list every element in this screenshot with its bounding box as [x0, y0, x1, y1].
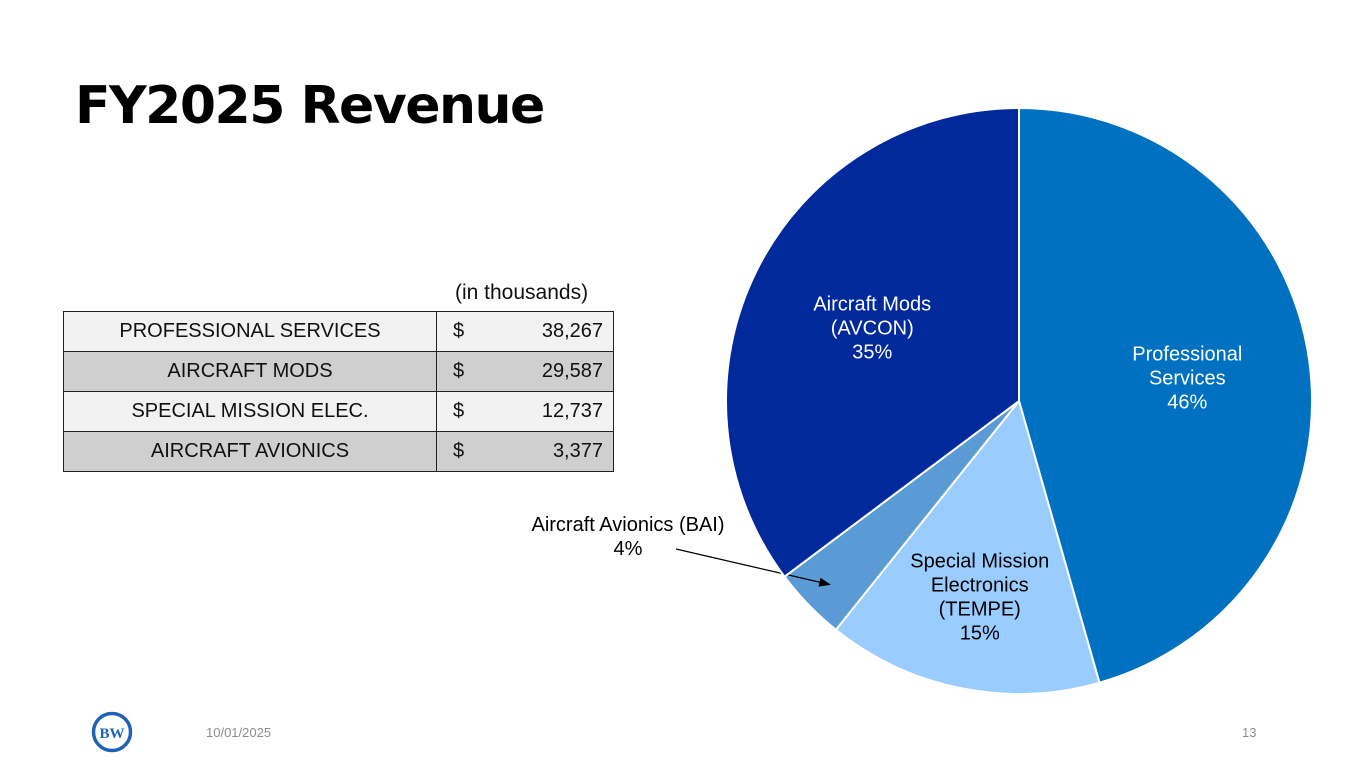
segment-value-cell: $3,377: [436, 431, 614, 472]
units-note: (in thousands): [455, 281, 589, 304]
table-row: SPECIAL MISSION ELEC. $12,737: [63, 391, 614, 432]
segment-name: AIRCRAFT AVIONICS: [63, 431, 437, 472]
table-row: AIRCRAFT AVIONICS $3,377: [63, 431, 614, 472]
callout-arrow: [675, 548, 831, 587]
slice-label-line: 46%: [1167, 391, 1207, 413]
slice-label-line: Special Mission: [910, 550, 1049, 572]
slice-label: Aircraft Avionics (BAI) 4%: [531, 514, 724, 560]
revenue-table: PROFESSIONAL SERVICES $38,267 AIRCRAFT M…: [63, 311, 614, 472]
table-row: PROFESSIONAL SERVICES $38,267: [63, 311, 614, 352]
currency-symbol: $: [453, 360, 465, 382]
segment-value-cell: $29,587: [436, 351, 614, 392]
slice-label-line: (AVCON): [831, 318, 914, 340]
segment-value: 3,377: [552, 440, 603, 462]
pie-slice: [834, 398, 1101, 695]
slice-label: Professional Services 46%: [1132, 343, 1242, 413]
slice-label: Aircraft Mods (AVCON) 35%: [813, 294, 931, 364]
currency-symbol: $: [453, 440, 465, 462]
slide-title: FY2025 Revenue: [75, 76, 545, 136]
slice-label-line: 15%: [960, 622, 1000, 644]
segment-value: 38,267: [541, 320, 603, 342]
page-number: 13: [1242, 725, 1257, 740]
slide-date: 10/01/2025: [206, 725, 272, 740]
pie-slice: [725, 106, 1020, 579]
table-row: AIRCRAFT MODS $29,587: [63, 351, 614, 392]
slice-label-line: Services: [1149, 367, 1226, 389]
slice-label-line: Aircraft Mods: [813, 294, 931, 316]
currency-symbol: $: [453, 400, 465, 422]
segment-value: 29,587: [541, 360, 603, 382]
slice-label-line: Aircraft Avionics (BAI): [531, 514, 724, 536]
currency-symbol: $: [453, 320, 465, 342]
segment-name: PROFESSIONAL SERVICES: [63, 311, 437, 352]
company-logo: BW: [91, 711, 133, 753]
slice-label-line: (TEMPE): [939, 598, 1021, 620]
segment-value-cell: $12,737: [436, 391, 614, 432]
segment-value: 12,737: [541, 400, 603, 422]
slice-label: Special Mission Electronics (TEMPE) 15%: [910, 550, 1049, 644]
pie-slice: [1018, 106, 1313, 684]
segment-name: AIRCRAFT MODS: [63, 351, 437, 392]
slice-label-line: Professional: [1132, 343, 1242, 365]
slice-label-line: 35%: [852, 342, 892, 364]
slice-label-line: Electronics: [931, 574, 1029, 596]
logo-text: BW: [99, 726, 124, 742]
segment-name: SPECIAL MISSION ELEC.: [63, 391, 437, 432]
slice-label-line: 4%: [614, 538, 643, 560]
